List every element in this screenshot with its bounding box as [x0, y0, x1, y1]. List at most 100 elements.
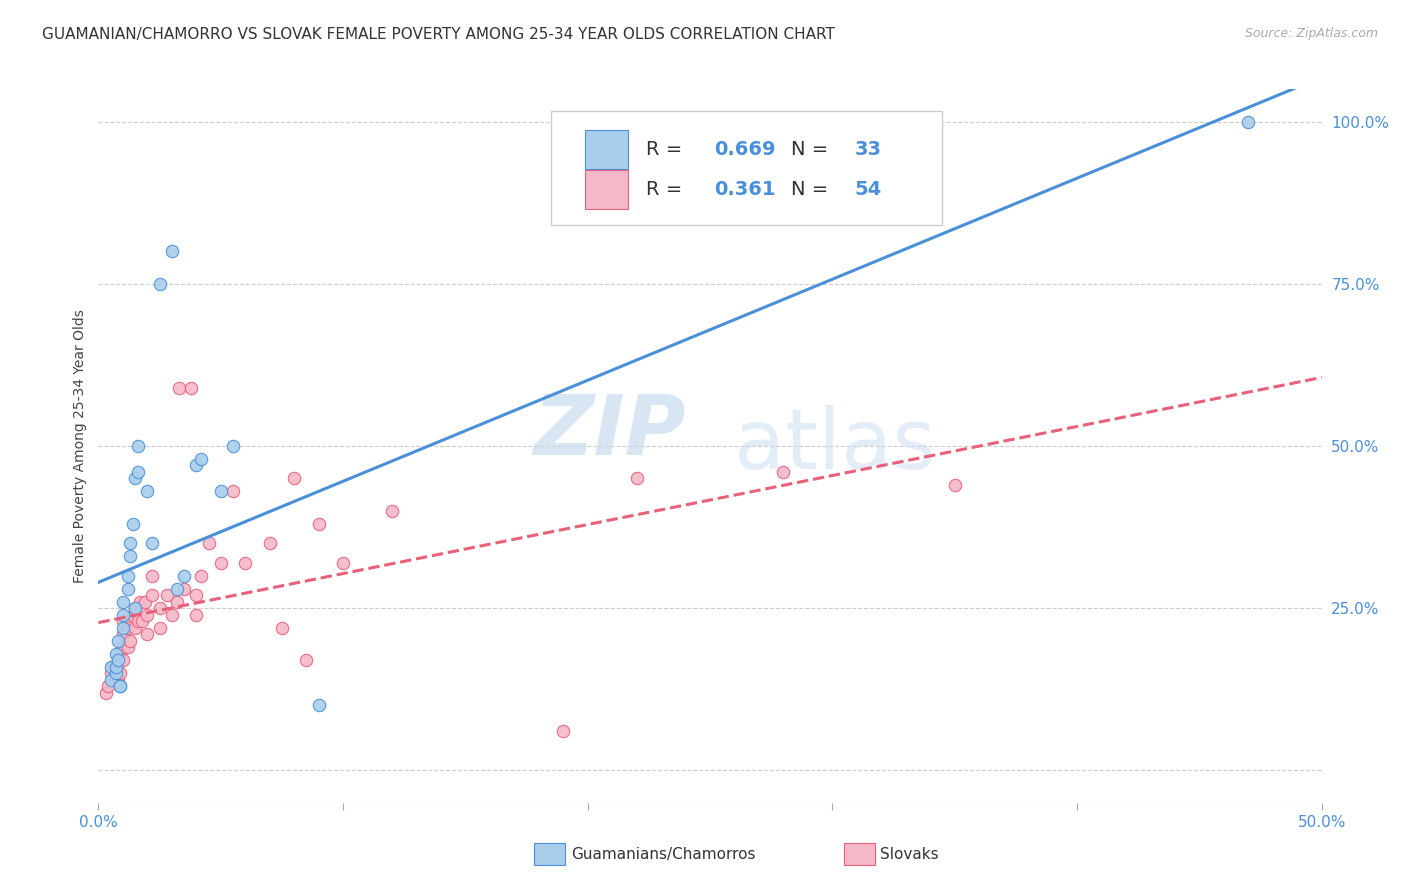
Point	[149, 601, 172, 615]
Text: N =: N =	[790, 180, 834, 199]
Point	[141, 568, 163, 582]
Point	[626, 471, 648, 485]
Point	[94, 685, 117, 699]
Point	[124, 621, 146, 635]
Point	[111, 607, 134, 622]
Point	[121, 607, 143, 622]
Text: ZIP: ZIP	[533, 392, 686, 472]
Point	[259, 536, 281, 550]
Point	[121, 516, 143, 531]
Point	[160, 244, 183, 259]
Point	[100, 673, 122, 687]
Point	[107, 653, 129, 667]
Point	[141, 536, 163, 550]
Point	[100, 666, 122, 681]
Point	[110, 666, 132, 681]
Point	[160, 607, 183, 622]
Bar	[585, 169, 628, 209]
Point	[209, 484, 232, 499]
Text: atlas: atlas	[734, 406, 936, 486]
Point	[127, 465, 149, 479]
Point	[283, 471, 305, 485]
Point	[222, 484, 245, 499]
Point	[117, 568, 139, 582]
Point	[136, 607, 159, 622]
Point	[209, 556, 232, 570]
Text: R =: R =	[647, 180, 689, 199]
Point	[100, 659, 122, 673]
Bar	[585, 130, 628, 169]
Point	[308, 516, 330, 531]
Point	[120, 536, 142, 550]
Point	[107, 673, 129, 687]
Point	[117, 621, 139, 635]
Point	[167, 381, 190, 395]
Point	[129, 595, 152, 609]
Text: Source: ZipAtlas.com: Source: ZipAtlas.com	[1244, 27, 1378, 40]
Point	[222, 439, 245, 453]
Text: Slovaks: Slovaks	[880, 847, 939, 862]
Point	[110, 679, 132, 693]
Point	[943, 478, 966, 492]
Point	[186, 458, 208, 473]
Text: R =: R =	[647, 140, 689, 159]
Point	[190, 568, 212, 582]
Point	[197, 536, 219, 550]
Text: GUAMANIAN/CHAMORRO VS SLOVAK FEMALE POVERTY AMONG 25-34 YEAR OLDS CORRELATION CH: GUAMANIAN/CHAMORRO VS SLOVAK FEMALE POVE…	[42, 27, 835, 42]
Point	[104, 673, 127, 687]
FancyBboxPatch shape	[551, 111, 942, 225]
Point	[308, 698, 330, 713]
Point	[107, 653, 129, 667]
Point	[180, 381, 202, 395]
Point	[233, 556, 256, 570]
Text: 54: 54	[855, 180, 882, 199]
Point	[166, 582, 188, 596]
Point	[110, 679, 132, 693]
Point	[111, 627, 134, 641]
Point	[104, 659, 127, 673]
Point	[134, 595, 156, 609]
Point	[190, 452, 212, 467]
Point	[186, 607, 208, 622]
Point	[136, 484, 159, 499]
Point	[156, 588, 179, 602]
Point	[101, 659, 124, 673]
Point	[111, 621, 134, 635]
Point	[111, 653, 134, 667]
Point	[104, 647, 127, 661]
Point	[553, 724, 575, 739]
Text: 33: 33	[855, 140, 882, 159]
Point	[149, 621, 172, 635]
Point	[124, 601, 146, 615]
Point	[270, 621, 294, 635]
Point	[295, 653, 318, 667]
Text: 0.361: 0.361	[714, 180, 775, 199]
Point	[124, 601, 146, 615]
Point	[124, 471, 146, 485]
Point	[173, 568, 195, 582]
Point	[111, 614, 134, 628]
Point	[117, 640, 139, 654]
Point	[131, 614, 153, 628]
Point	[136, 627, 159, 641]
Point	[1237, 114, 1260, 128]
Point	[332, 556, 354, 570]
Point	[97, 679, 120, 693]
Point	[772, 465, 794, 479]
Point	[149, 277, 172, 291]
Point	[111, 595, 134, 609]
Point	[141, 588, 163, 602]
Point	[110, 647, 132, 661]
Text: Guamanians/Chamorros: Guamanians/Chamorros	[571, 847, 755, 862]
Point	[104, 666, 127, 681]
Point	[127, 614, 149, 628]
Point	[104, 659, 127, 673]
Point	[186, 588, 208, 602]
Point	[120, 633, 142, 648]
Text: N =: N =	[790, 140, 834, 159]
Point	[166, 595, 188, 609]
Point	[117, 582, 139, 596]
Point	[111, 640, 134, 654]
Y-axis label: Female Poverty Among 25-34 Year Olds: Female Poverty Among 25-34 Year Olds	[73, 309, 87, 583]
Point	[173, 582, 195, 596]
